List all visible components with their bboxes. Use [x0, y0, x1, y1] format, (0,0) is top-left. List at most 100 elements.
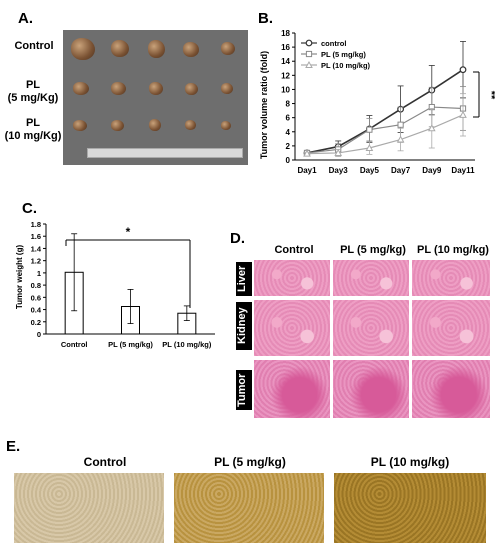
panel-c-label: C. — [22, 200, 37, 217]
y-tick-label: 0 — [37, 330, 41, 339]
tumor-specimen — [71, 38, 95, 60]
panel-a-label: A. — [18, 10, 33, 27]
tumor-specimen — [149, 119, 161, 131]
data-point — [459, 66, 467, 74]
x-tick-label: PL (10 mg/kg) — [162, 340, 212, 349]
panel-b-label: B. — [258, 10, 273, 27]
data-point — [459, 110, 467, 118]
significance-marker: ** — [485, 91, 495, 100]
row-label: PL — [25, 79, 41, 91]
line-chart-legend: control PL (5 mg/kg) PL (10 mg/kg) — [301, 39, 371, 70]
he-image-kidney-pl5 — [333, 300, 409, 356]
legend-label: PL (10 mg/kg) — [321, 61, 371, 70]
he-image-liver-control — [254, 260, 330, 296]
tumor-photo — [63, 30, 248, 165]
y-tick-label: 0.4 — [31, 306, 42, 315]
y-tick-label: 1.4 — [31, 244, 42, 253]
data-point — [365, 143, 374, 152]
x-tick-label: Day11 — [451, 166, 475, 175]
tumor-specimen — [111, 82, 126, 95]
ihc-image-control — [14, 473, 164, 543]
data-point — [305, 50, 313, 58]
data-point — [305, 60, 313, 68]
y-tick-label: 12 — [281, 71, 290, 80]
line-chart-series — [303, 41, 467, 157]
panel-e-label: E. — [6, 438, 21, 455]
ihc-image-pl10 — [334, 473, 486, 543]
tumor-volume-line-chart: Tumor volume ratio (fold) 0 2 4 6 8 10 12 14 16 1… — [259, 29, 495, 175]
tumor-specimen — [185, 83, 198, 95]
y-axis-title-group: Tumor volume ratio (fold) — [259, 51, 269, 159]
series-line — [306, 114, 464, 155]
y-tick-label: 10 — [281, 85, 290, 94]
row-label: PL — [25, 117, 41, 129]
tumor-specimen — [111, 120, 124, 131]
y-tick-label: 0.8 — [31, 281, 41, 290]
he-row-label: Kidney — [236, 302, 252, 350]
tumor-specimen — [148, 40, 165, 58]
ihc-column-header: Control — [83, 455, 127, 469]
x-tick-label: Day3 — [329, 166, 349, 175]
tumor-specimen — [221, 121, 231, 130]
row-label: Control — [14, 40, 54, 52]
panel-a-row-control: Control — [8, 40, 60, 53]
y-tick-label: 0.6 — [31, 293, 41, 302]
y-axis-title: Tumor weight (g) — [15, 245, 24, 310]
he-column-header: PL (5 mg/kg) — [340, 244, 406, 256]
y-tick-label: 14 — [281, 57, 290, 66]
series-line — [306, 69, 464, 154]
data-point — [397, 121, 404, 128]
data-point — [305, 39, 313, 47]
legend-label: PL (5 mg/kg) — [321, 50, 366, 59]
x-tick-label: Control — [61, 340, 88, 349]
x-tick-label: Day1 — [297, 166, 317, 175]
he-row-label: Tumor — [236, 370, 252, 410]
y-tick-label: 8 — [286, 100, 291, 109]
bar-chart-bars — [64, 233, 197, 335]
significance-bracket: ** — [473, 71, 495, 118]
y-tick-label: 0 — [286, 156, 291, 165]
ihc-image-pl5 — [174, 473, 324, 543]
significance-marker: * — [126, 225, 131, 239]
tumor-weight-bar-chart: Tumor weight (g) 0 0.2 0.4 0.6 0.8 1 1.2 1.4 1.6… — [15, 220, 215, 349]
tumor-specimen — [111, 40, 129, 57]
data-point — [334, 148, 343, 156]
y-axis-title: Tumor volume ratio (fold) — [259, 51, 269, 159]
series-line — [306, 106, 464, 154]
row-dose: (5 mg/Kg) — [7, 92, 59, 104]
he-column-header: Control — [274, 244, 314, 256]
y-tick-label: 1.8 — [31, 220, 41, 229]
he-image-kidney-control — [254, 300, 330, 356]
y-tick-label: 1.6 — [31, 232, 41, 241]
he-row-label: Liver — [236, 262, 252, 296]
x-tick-label: Day5 — [360, 166, 380, 175]
he-image-tumor-control — [254, 360, 330, 418]
tumor-specimen — [73, 120, 87, 131]
he-image-kidney-pl10 — [412, 300, 490, 356]
y-tick-label: 4 — [286, 128, 291, 137]
tumor-specimen — [221, 83, 233, 94]
y-tick-label: 1 — [37, 269, 41, 278]
data-point — [303, 149, 311, 157]
tumor-specimen — [185, 120, 196, 130]
ihc-column-header: PL (5 mg/kg) — [214, 455, 286, 469]
panel-d-label: D. — [230, 230, 245, 247]
significance-bracket: * — [65, 225, 191, 308]
series-2 — [303, 93, 467, 157]
y-tick-label: 18 — [281, 29, 290, 38]
row-dose: (10 mg/Kg) — [4, 130, 62, 142]
he-image-liver-pl5 — [333, 260, 409, 296]
he-image-tumor-pl10 — [412, 360, 490, 418]
tumor-specimen — [149, 82, 163, 95]
data-point — [366, 126, 373, 133]
panel-a-row-pl10: PL (10 mg/Kg) — [2, 117, 64, 143]
he-column-header: PL (10 mg/kg) — [417, 244, 489, 256]
y-tick-label: 0.2 — [31, 318, 41, 327]
he-image-liver-pl10 — [412, 260, 490, 296]
y-tick-label: 2 — [286, 142, 291, 151]
x-tick-label: Day7 — [391, 166, 411, 175]
series-1 — [303, 86, 467, 157]
tumor-specimen — [221, 42, 235, 55]
line-chart-axes: 0 2 4 6 8 10 12 14 16 18 Day1 Day3 Day5 Day7 Day9 Day11 — [281, 29, 475, 175]
tumor-specimen — [73, 82, 89, 95]
